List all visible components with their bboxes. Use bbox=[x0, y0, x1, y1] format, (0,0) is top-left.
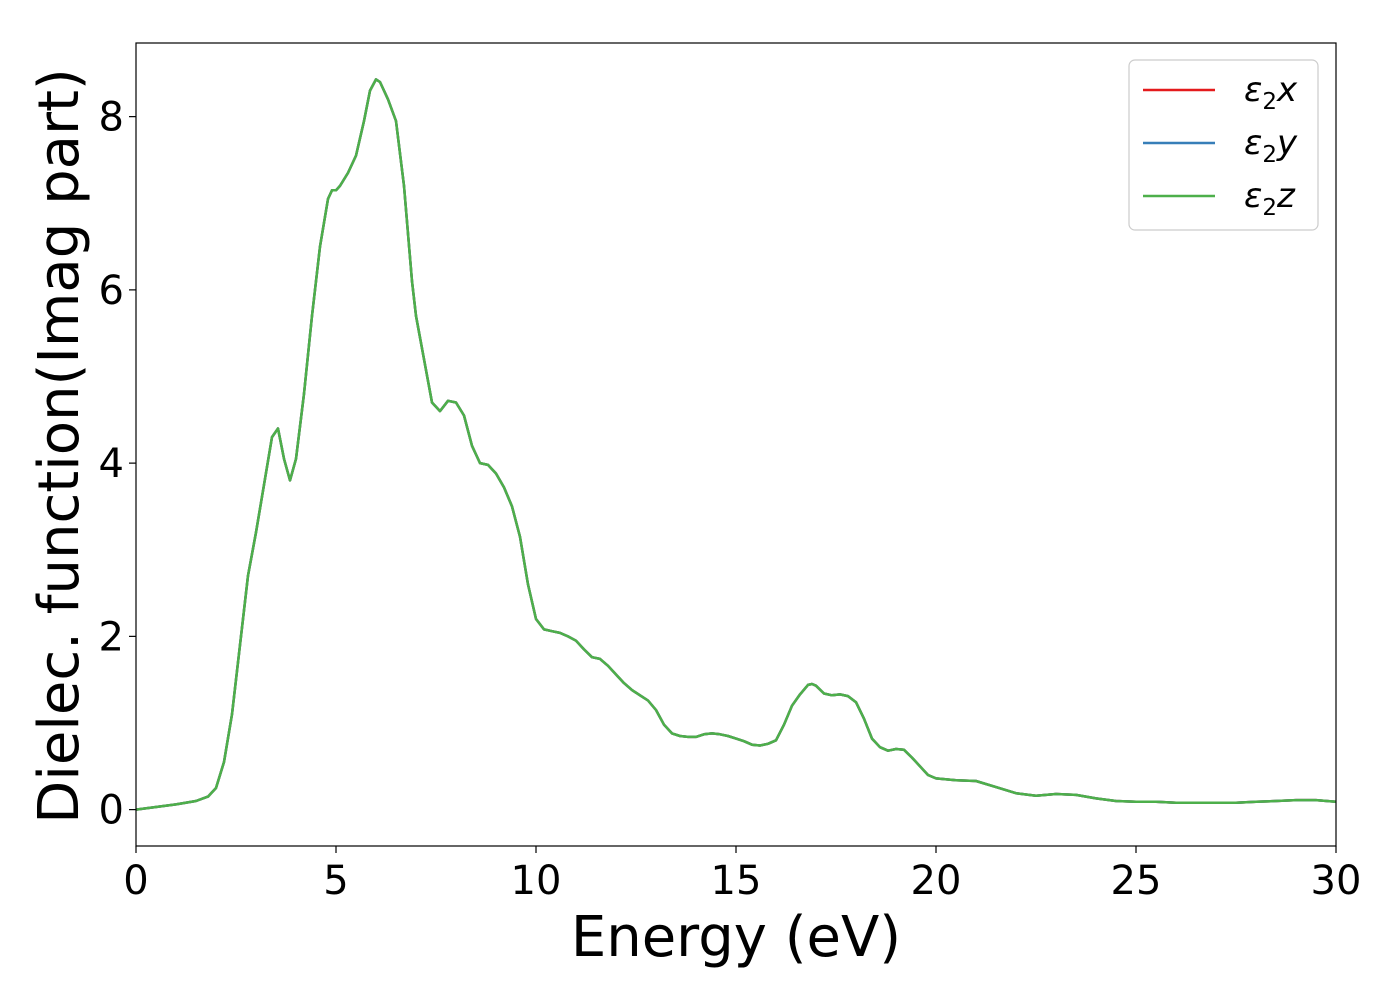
y-axis-title: Dielec. function(Imag part) bbox=[27, 68, 92, 824]
legend-label-x: ε2x bbox=[1244, 70, 1298, 115]
legend-label-x-main: ε bbox=[1244, 70, 1262, 110]
y-axis-ticks: 0 2 4 6 8 bbox=[99, 95, 136, 834]
x-tick-label: 30 bbox=[1311, 858, 1362, 904]
x-axis-ticks: 0 5 10 15 20 25 30 bbox=[123, 846, 1361, 904]
legend-label-z-axis: z bbox=[1276, 176, 1296, 216]
legend-label-z-main: ε bbox=[1244, 176, 1262, 216]
legend-label-y-axis: y bbox=[1276, 123, 1298, 163]
legend-box bbox=[1128, 59, 1319, 231]
y-tick-label: 0 bbox=[99, 788, 124, 834]
y-tick-label: 8 bbox=[99, 95, 124, 141]
x-tick-label: 20 bbox=[911, 858, 962, 904]
legend-label-z: ε2z bbox=[1244, 176, 1296, 221]
y-tick-label: 6 bbox=[99, 268, 124, 314]
legend: ε2x ε2y ε2z bbox=[1128, 59, 1319, 231]
series-layer bbox=[135, 78, 1337, 811]
legend-label-y: ε2y bbox=[1244, 123, 1298, 168]
x-tick-label: 25 bbox=[1111, 858, 1162, 904]
x-tick-label: 15 bbox=[711, 858, 762, 904]
x-tick-label: 0 bbox=[123, 858, 148, 904]
legend-label-y-sub: 2 bbox=[1262, 142, 1277, 168]
legend-entry-x: ε2x bbox=[1143, 70, 1298, 115]
legend-label-x-axis: x bbox=[1276, 70, 1298, 110]
y-tick-label: 2 bbox=[99, 614, 124, 660]
x-axis-title: Energy (eV) bbox=[571, 905, 901, 970]
legend-entry-z: ε2z bbox=[1143, 176, 1296, 221]
legend-entry-y: ε2y bbox=[1143, 123, 1298, 168]
x-tick-label: 5 bbox=[323, 858, 348, 904]
legend-label-z-sub: 2 bbox=[1262, 195, 1277, 221]
y-tick-label: 4 bbox=[99, 441, 124, 487]
legend-label-y-main: ε bbox=[1244, 123, 1262, 163]
series-line-z bbox=[135, 78, 1337, 811]
legend-label-x-sub: 2 bbox=[1262, 89, 1277, 115]
x-tick-label: 10 bbox=[511, 858, 562, 904]
